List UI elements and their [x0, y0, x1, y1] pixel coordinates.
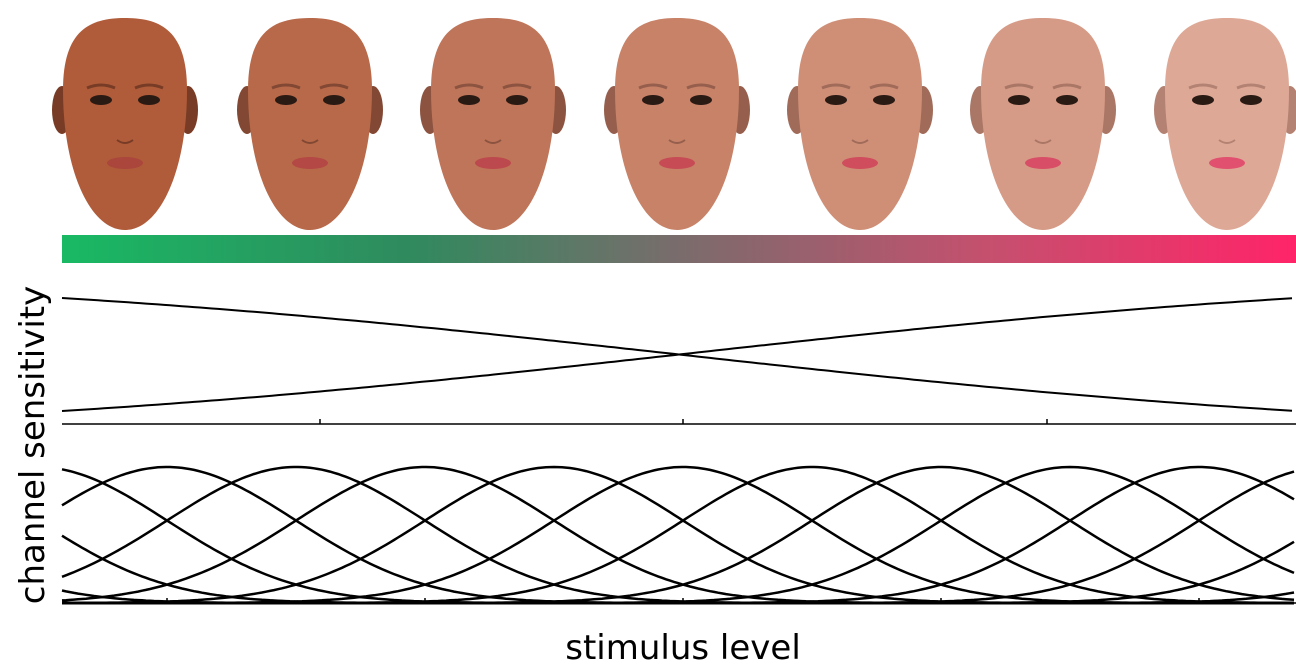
eye	[1008, 95, 1030, 105]
lips	[1025, 157, 1061, 169]
eye	[690, 95, 712, 105]
face-row	[52, 18, 1296, 230]
face	[52, 18, 198, 230]
lips	[107, 157, 143, 169]
eye	[323, 95, 345, 105]
y-axis-label: channel sensitivity	[13, 286, 53, 604]
eye	[873, 95, 895, 105]
channel-curve	[62, 467, 1294, 603]
sensitivity-panel	[62, 298, 1296, 424]
eye	[1192, 95, 1214, 105]
face	[970, 18, 1116, 230]
head	[615, 18, 739, 230]
eye	[275, 95, 297, 105]
head	[798, 18, 922, 230]
sensitivity-curve	[62, 298, 1292, 411]
eye	[458, 95, 480, 105]
eye	[506, 95, 528, 105]
head	[1165, 18, 1289, 230]
head	[431, 18, 555, 230]
eye	[90, 95, 112, 105]
face	[237, 18, 383, 230]
eye	[138, 95, 160, 105]
face	[1154, 18, 1296, 230]
lips	[659, 157, 695, 169]
eye	[1240, 95, 1262, 105]
eye	[642, 95, 664, 105]
x-axis-label: stimulus level	[565, 628, 801, 664]
channel-panel	[62, 467, 1296, 603]
figure: channel sensitivity stimulus level	[0, 0, 1296, 664]
eye	[825, 95, 847, 105]
head	[248, 18, 372, 230]
head	[981, 18, 1105, 230]
face	[787, 18, 933, 230]
lips	[842, 157, 878, 169]
lips	[292, 157, 328, 169]
lips	[475, 157, 511, 169]
face	[604, 18, 750, 230]
head	[63, 18, 187, 230]
eye	[1056, 95, 1078, 105]
stimulus-gradient-bar	[62, 235, 1296, 263]
face	[420, 18, 566, 230]
lips	[1209, 157, 1245, 169]
